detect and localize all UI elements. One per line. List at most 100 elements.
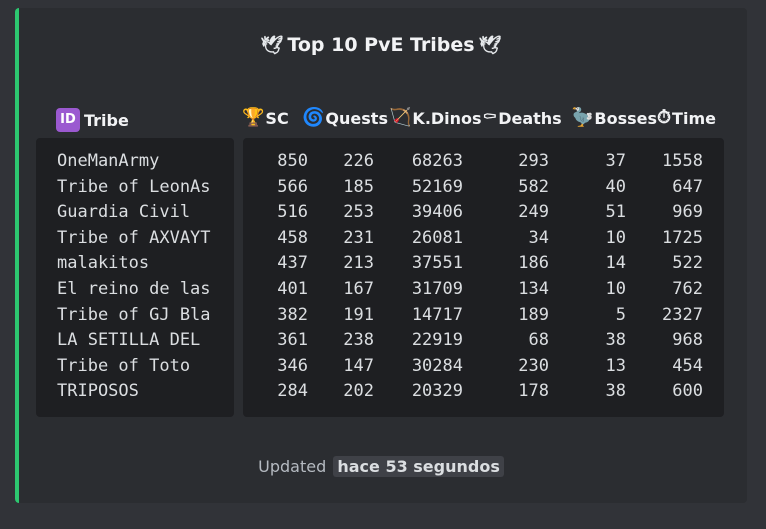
sc-cell: 516 [277,202,308,223]
sc-cell: 850 [277,151,308,171]
header-bosses: 🦤 Bosses [571,108,657,128]
header-time: ⏱ Time [657,108,716,128]
stats-code-block: 850 226 68263 293 37 1558 566 185 52169 582 40 647 5… [243,138,724,417]
quests-cell: 167 [343,279,374,299]
sc-cell: 566 [277,176,308,197]
bosses-cell: 13 [605,355,626,376]
cyclone-icon: 🌀 [302,107,325,128]
stopwatch-icon: ⏱ [657,107,672,128]
header-sc: 🏆 SC [242,108,289,128]
bosses-cell: 10 [605,227,626,248]
dove-icon: 🕊 [478,35,502,56]
tribe-name-cell: Tribe of AXVAYT [57,227,211,248]
tribe-name-cell: Tribe of Toto [57,355,191,376]
sc-cell: 458 [277,227,308,248]
tribe-name-cell: Tribe of GJ Bla [57,304,211,325]
time-cell: 762 [672,279,703,299]
deaths-cell: 134 [518,279,549,299]
tribe-name-cell: LA SETILLA DEL [57,330,201,351]
quests-cell: 253 [343,202,374,223]
header-deaths-label: Deaths [498,108,562,128]
sc-cell: 382 [277,304,308,325]
footer-timestamp: hace 53 segundos [333,456,504,477]
dove-icon: 🕊 [260,35,284,56]
time-cell: 2327 [662,304,703,325]
quests-cell: 185 [343,176,374,197]
embed-footer: Updated hace 53 segundos [15,456,747,477]
embed-title: 🕊 Top 10 PvE Tribes 🕊 [15,34,747,56]
time-cell: 968 [672,330,703,351]
time-cell: 600 [672,381,703,402]
time-cell: 647 [672,176,703,197]
sc-cell: 401 [277,279,308,299]
header-sc-label: SC [265,108,289,128]
tribe-name-cell: TRIPOSOS [57,381,139,402]
quests-cell: 191 [343,304,374,325]
header-quests-label: Quests [325,108,388,128]
time-cell: 1725 [662,227,703,248]
title-text: Top 10 PvE Tribes [287,34,475,56]
time-cell: 969 [672,202,703,223]
tribe-name-cell: malakitos [57,253,150,274]
quests-cell: 213 [343,253,374,274]
header-deaths: ⚰ Deaths [482,108,562,128]
header-time-label: Time [672,108,716,128]
trophy-icon: 🏆 [242,107,265,128]
tribe-name-cell: Guardia Civil [57,202,191,223]
footer-prefix: Updated [258,457,327,476]
embed-accent-bar [15,8,19,503]
bosses-cell: 14 [605,253,626,274]
sc-cell: 284 [277,381,308,402]
bosses-cell: 40 [605,176,626,197]
deaths-cell: 189 [518,304,549,325]
kdinos-cell: 68263 [411,151,463,171]
bosses-cell: 10 [605,279,626,299]
tribe-name-cell: El reino de las [57,279,211,299]
sc-cell: 346 [277,355,308,376]
bow-and-arrow-icon: 🏹 [389,107,412,128]
sc-cell: 437 [277,253,308,274]
bosses-cell: 5 [615,304,626,325]
time-cell: 1558 [662,151,703,171]
kdinos-cell: 52169 [411,176,463,197]
leaderboard-embed: 🕊 Top 10 PvE Tribes 🕊 ID Tribe 🏆 SC 🌀 Quests … [15,8,747,503]
quests-cell: 231 [343,227,374,248]
quests-cell: 147 [343,355,374,376]
tribe-name-cell: OneManArmy [57,151,160,171]
header-kdinos: 🏹 K.Dinos [389,108,482,128]
dodo-icon: 🦤 [571,107,594,128]
coffin-icon: ⚰ [482,107,498,128]
deaths-cell: 34 [528,227,549,248]
deaths-cell: 293 [518,151,549,171]
deaths-cell: 186 [518,253,549,274]
deaths-cell: 178 [518,381,549,402]
kdinos-cell: 20329 [411,381,463,402]
bosses-cell: 37 [605,151,626,171]
deaths-cell: 249 [518,202,549,223]
quests-cell: 202 [343,381,374,402]
kdinos-cell: 26081 [411,227,463,248]
header-bosses-label: Bosses [594,108,658,128]
deaths-cell: 230 [518,355,549,376]
kdinos-cell: 22919 [411,330,463,351]
header-tribe: ID Tribe [56,108,129,132]
header-tribe-label: Tribe [84,110,129,130]
kdinos-cell: 14717 [411,304,463,325]
sc-cell: 361 [277,330,308,351]
header-kdinos-label: K.Dinos [412,108,482,128]
tribe-code-block: OneManArmy Tribe of LeonAs Guardia Civil Tr… [36,138,234,417]
time-cell: 522 [672,253,703,274]
deaths-cell: 582 [518,176,549,197]
tribe-name-cell: Tribe of LeonAs [57,176,211,197]
quests-cell: 226 [343,151,374,171]
bosses-cell: 38 [605,381,626,402]
bosses-cell: 38 [605,330,626,351]
kdinos-cell: 39406 [411,202,463,223]
id-icon: ID [56,108,80,132]
kdinos-cell: 30284 [411,355,463,376]
bosses-cell: 51 [605,202,626,223]
quests-cell: 238 [343,330,374,351]
kdinos-cell: 31709 [411,279,463,299]
kdinos-cell: 37551 [411,253,463,274]
header-quests: 🌀 Quests [302,108,388,128]
